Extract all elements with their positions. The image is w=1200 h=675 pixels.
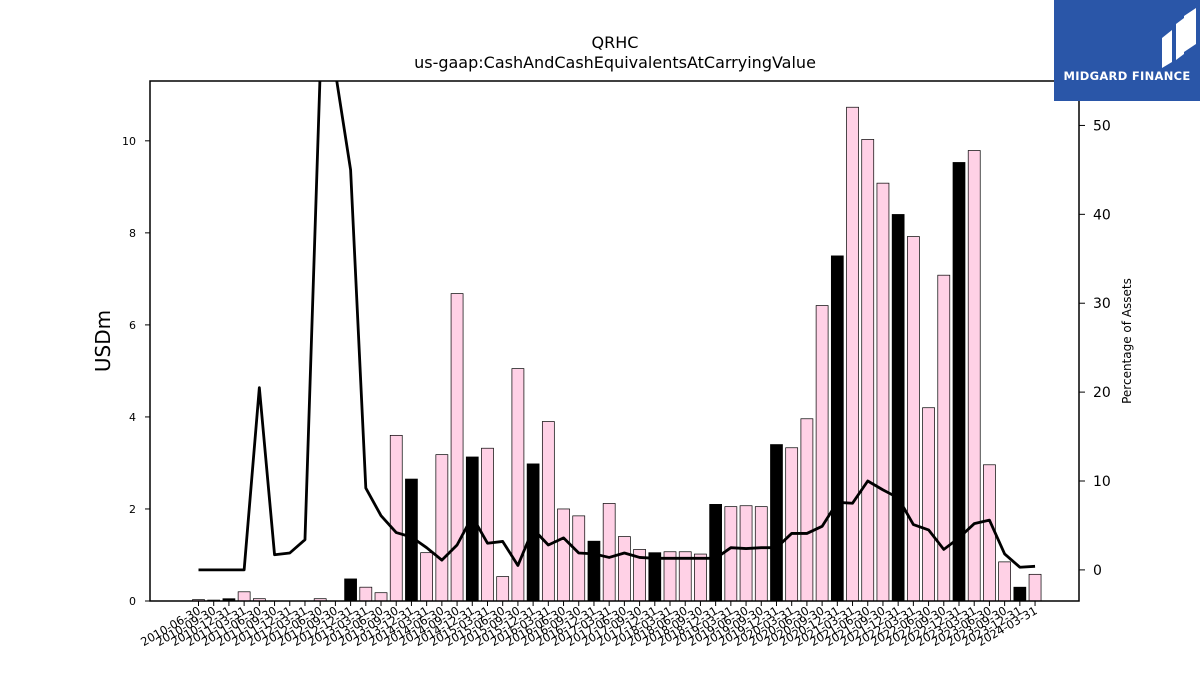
bar-2020-12-31 — [830, 255, 844, 602]
bar-2018-12-31 — [709, 504, 722, 602]
y2-tick-label: 20 — [1093, 385, 1111, 401]
bar-2018-09-30 — [694, 553, 707, 602]
bar-2022-03-31 — [907, 236, 920, 602]
bar-2012-12-31 — [344, 578, 357, 602]
bar-2014-06-30 — [435, 454, 449, 602]
bar-2021-12-31 — [891, 214, 905, 602]
bar-2016-09-30 — [572, 515, 586, 602]
bar-2014-03-31 — [420, 552, 433, 602]
y-tick-label: 0 — [129, 595, 136, 608]
brand-logo: MIDGARD FINANCE — [1054, 0, 1200, 101]
bar-2013-09-30 — [389, 434, 403, 602]
bar-2017-03-31 — [602, 503, 616, 602]
y-axis-label: USDm — [91, 310, 115, 372]
y2-tick-label: 50 — [1093, 118, 1111, 134]
y2-axis-label: Percentage of Assets — [1120, 278, 1134, 404]
y2-tick-label: 40 — [1093, 207, 1111, 223]
bar-2021-06-30 — [861, 139, 875, 602]
bar-2024-03-31 — [1028, 573, 1042, 602]
bar-2019-12-31 — [770, 444, 783, 602]
y-tick-label: 8 — [129, 227, 136, 240]
logo-mark-icon — [1162, 8, 1196, 68]
y-tick-label: 2 — [129, 503, 136, 516]
bar-2020-03-31 — [785, 447, 799, 602]
bar-2023-09-30 — [998, 561, 1011, 602]
bar-2020-09-30 — [815, 305, 829, 602]
bar-2021-09-30 — [876, 182, 890, 602]
bar-2020-06-30 — [800, 418, 814, 602]
percentage-line — [198, 81, 1036, 572]
bar-2022-09-30 — [937, 274, 951, 602]
bar-2016-12-31 — [587, 540, 601, 602]
chart-title: QRHC — [592, 33, 639, 52]
bar-2014-09-30 — [450, 293, 464, 602]
bar-2015-03-31 — [481, 447, 494, 602]
bar-2014-12-31 — [465, 456, 479, 602]
y-tick-label: 4 — [129, 411, 136, 424]
bar-2015-06-30 — [496, 576, 510, 602]
bar-2019-03-31 — [724, 506, 738, 602]
bar-2013-06-30 — [374, 592, 388, 602]
plot-frame — [149, 80, 1080, 602]
bar-2023-06-30 — [983, 464, 996, 602]
bar-2016-03-31 — [541, 421, 555, 602]
bar-2023-03-31 — [967, 150, 981, 602]
y2-tick-label: 0 — [1093, 563, 1102, 579]
y2-tick-label: 30 — [1093, 296, 1111, 312]
chart-subtitle: us-gaap:CashAndCashEquivalentsAtCarrying… — [414, 53, 816, 72]
y-tick-label: 6 — [129, 319, 136, 332]
bar-2019-06-30 — [739, 505, 753, 602]
brand-name: MIDGARD FINANCE — [1063, 69, 1191, 83]
bar-2016-06-30 — [557, 508, 570, 602]
bar-2011-03-31 — [237, 591, 251, 602]
bar-2019-09-30 — [754, 506, 768, 602]
y-tick-label: 10 — [122, 135, 136, 148]
bar-2023-12-31 — [1013, 586, 1027, 602]
bar-2017-06-30 — [618, 536, 631, 602]
bar-2013-03-31 — [359, 586, 373, 602]
bar-2017-12-31 — [648, 552, 662, 602]
bar-2021-03-31 — [846, 106, 859, 602]
y2-tick-label: 10 — [1093, 474, 1111, 490]
bar-2022-06-30 — [922, 407, 935, 602]
